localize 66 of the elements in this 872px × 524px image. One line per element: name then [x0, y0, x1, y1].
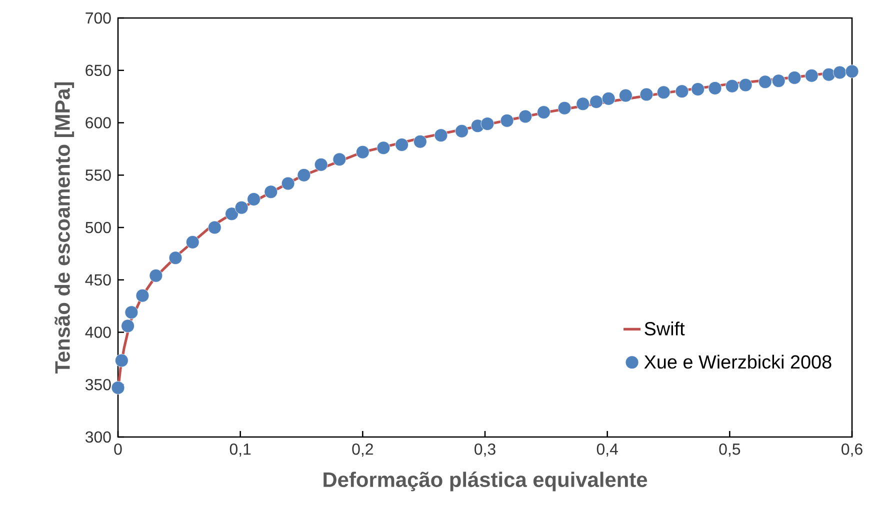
point: [376, 141, 390, 155]
point: [149, 268, 163, 282]
point: [576, 97, 590, 111]
y-tick-label: 650: [86, 64, 111, 76]
point: [434, 128, 448, 142]
point: [537, 106, 550, 119]
point: [111, 381, 125, 394]
point: [772, 74, 786, 88]
y-axis-title: Tensão de escoamento [MPa]: [54, 82, 74, 374]
point: [845, 64, 859, 78]
x-tick-label: 0,6: [842, 444, 862, 457]
point: [500, 114, 514, 128]
y-tick-label: 450: [85, 274, 111, 286]
point: [822, 68, 836, 82]
y-tick-label: 550: [86, 169, 111, 181]
point: [833, 66, 846, 80]
point: [234, 200, 248, 214]
x-axis-title: Deformação plástica equivalente: [324, 472, 648, 492]
point: [708, 81, 722, 95]
point: [788, 71, 802, 84]
point: [618, 88, 632, 102]
y-tick-label: 700: [86, 12, 111, 24]
y-tick-label: 600: [86, 117, 111, 128]
point: [314, 158, 328, 172]
point: [208, 220, 222, 234]
point: [758, 75, 772, 89]
point: [332, 152, 346, 166]
point: [297, 168, 311, 182]
point: [455, 124, 468, 138]
y-tick-label: 400: [85, 326, 111, 338]
point: [691, 82, 705, 96]
x-tick-label: 0,3: [474, 444, 496, 457]
point: [640, 88, 654, 102]
legend-label: Swift: [644, 322, 685, 336]
x-tick-label: 0,4: [596, 444, 618, 457]
point: [225, 207, 238, 221]
point: [395, 138, 409, 152]
point: [186, 235, 200, 249]
point: [121, 319, 134, 333]
x-tick-label: 0,2: [352, 444, 373, 457]
point: [281, 176, 295, 190]
point: [602, 92, 616, 106]
y-tick-label: 500: [86, 222, 111, 234]
point: [590, 95, 604, 108]
point: [124, 306, 138, 320]
point: [356, 145, 370, 159]
point: [558, 101, 572, 115]
point: [168, 251, 182, 265]
y-tick-label: 300: [85, 431, 111, 443]
x-tick-label: 0,5: [719, 444, 740, 457]
x-tick-label: 0,1: [230, 444, 251, 457]
point: [738, 78, 752, 92]
point: [675, 84, 689, 98]
point: [136, 288, 150, 302]
point: [413, 134, 427, 148]
point: [480, 117, 494, 130]
x-tick-label: 0: [114, 444, 122, 455]
point: [656, 86, 670, 100]
point: [264, 185, 278, 199]
point: [247, 192, 260, 206]
point: [725, 79, 739, 93]
point: [114, 354, 128, 368]
legend-label: Xue e Wierzbicki 2008: [644, 354, 832, 369]
point: [804, 68, 818, 82]
point: [518, 110, 532, 124]
y-tick-label: 350: [85, 378, 111, 390]
